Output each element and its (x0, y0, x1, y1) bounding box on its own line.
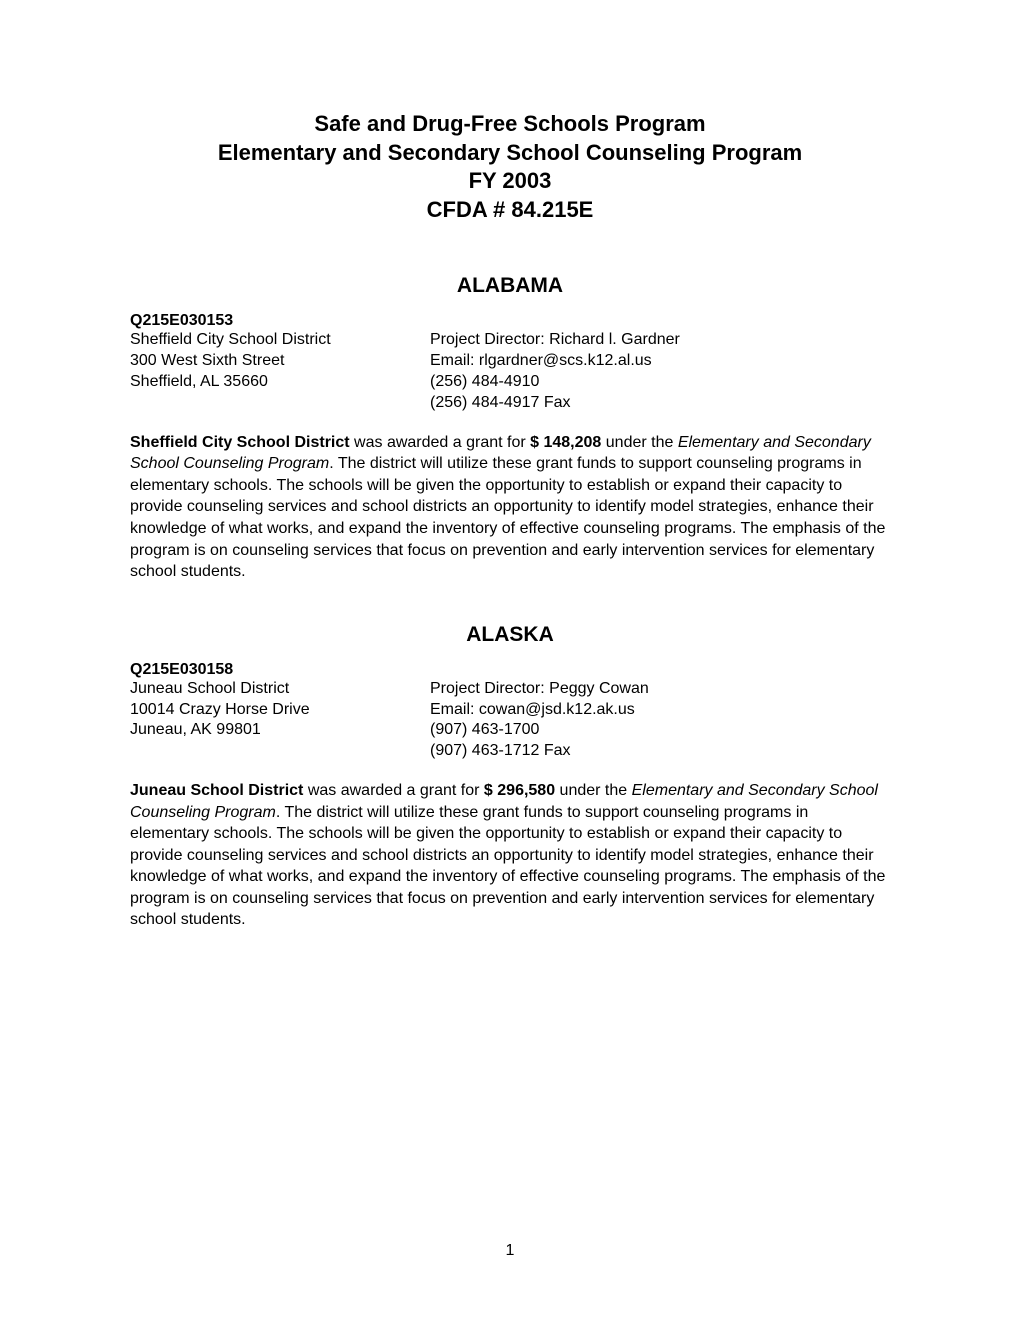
recipient-city: Juneau, AK 99801 (130, 720, 430, 741)
director-email: Email: cowan@jsd.k12.ak.us (430, 700, 890, 721)
header-line-3: FY 2003 (130, 167, 890, 196)
grant-id: Q215E030158 (130, 661, 890, 679)
recipient-address: Sheffield City School District 300 West … (130, 330, 430, 413)
grant-id: Q215E030153 (130, 312, 890, 330)
contact-columns: Sheffield City School District 300 West … (130, 330, 890, 413)
grant-description: Juneau School District was awarded a gra… (130, 780, 890, 931)
director-phone: (907) 463-1700 (430, 720, 890, 741)
desc-amount: $ 296,580 (484, 782, 555, 799)
director-fax: (256) 484-4917 Fax (430, 393, 890, 414)
grant-entry: ALASKA Q215E030158 Juneau School Distric… (130, 623, 890, 931)
desc-text: was awarded a grant for (303, 782, 484, 799)
desc-recipient-bold: Juneau School District (130, 782, 303, 799)
document-header: Safe and Drug-Free Schools Program Eleme… (130, 110, 890, 224)
director-email: Email: rlgardner@scs.k12.al.us (430, 351, 890, 372)
director-name: Project Director: Peggy Cowan (430, 679, 890, 700)
desc-body: . The district will utilize these grant … (130, 804, 885, 929)
project-director-info: Project Director: Peggy Cowan Email: cow… (430, 679, 890, 762)
desc-text: under the (601, 434, 678, 451)
desc-body: . The district will utilize these grant … (130, 455, 885, 580)
recipient-city: Sheffield, AL 35660 (130, 372, 430, 393)
recipient-street: 300 West Sixth Street (130, 351, 430, 372)
header-line-2: Elementary and Secondary School Counseli… (130, 139, 890, 168)
contact-columns: Juneau School District 10014 Crazy Horse… (130, 679, 890, 762)
desc-recipient-bold: Sheffield City School District (130, 434, 350, 451)
desc-amount: $ 148,208 (530, 434, 601, 451)
recipient-name: Juneau School District (130, 679, 430, 700)
grant-entry: ALABAMA Q215E030153 Sheffield City Schoo… (130, 274, 890, 582)
director-fax: (907) 463-1712 Fax (430, 741, 890, 762)
recipient-address: Juneau School District 10014 Crazy Horse… (130, 679, 430, 762)
document-page: Safe and Drug-Free Schools Program Eleme… (0, 0, 1020, 1320)
header-line-1: Safe and Drug-Free Schools Program (130, 110, 890, 139)
recipient-name: Sheffield City School District (130, 330, 430, 351)
desc-text: under the (555, 782, 632, 799)
desc-text: was awarded a grant for (350, 434, 531, 451)
director-phone: (256) 484-4910 (430, 372, 890, 393)
project-director-info: Project Director: Richard l. Gardner Ema… (430, 330, 890, 413)
page-number: 1 (0, 1242, 1020, 1260)
state-heading: ALABAMA (130, 274, 890, 298)
director-name: Project Director: Richard l. Gardner (430, 330, 890, 351)
recipient-street: 10014 Crazy Horse Drive (130, 700, 430, 721)
state-heading: ALASKA (130, 623, 890, 647)
grant-description: Sheffield City School District was award… (130, 432, 890, 583)
header-line-4: CFDA # 84.215E (130, 196, 890, 225)
